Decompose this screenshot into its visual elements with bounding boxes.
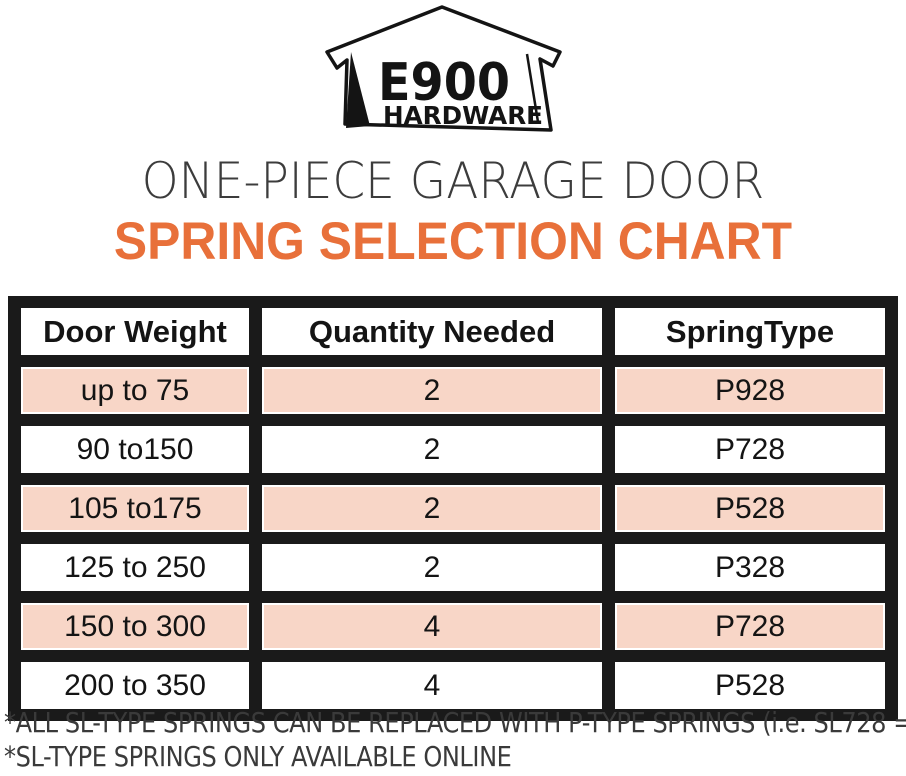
spring-type-cell: P528	[615, 662, 885, 709]
table-row: 90 to150 2 P728	[21, 426, 885, 473]
door-weight-cell: 125 to 250	[21, 544, 249, 591]
logo-brand-text: E900	[378, 53, 510, 113]
door-weight-cell: 150 to 300	[21, 603, 249, 650]
column-header-spring-type: SpringType	[615, 308, 885, 355]
house-outline	[325, 5, 562, 132]
page-title: ONE-PIECE GARAGE DOOR	[141, 152, 765, 210]
house-logo-icon: E900 HARDWARE	[325, 5, 562, 132]
footnote-availability: *SL-TYPE SPRINGS ONLY AVAILABLE ONLINE	[4, 740, 512, 773]
spring-type-cell: P928	[615, 367, 885, 414]
quantity-cell: 2	[262, 485, 602, 532]
spring-selection-table: Door Weight Quantity Needed SpringType u…	[8, 296, 898, 721]
quantity-cell: 2	[262, 426, 602, 473]
column-header-door-weight: Door Weight	[21, 308, 249, 355]
logo-tagline-text: HARDWARE	[383, 101, 543, 130]
door-weight-cell: 200 to 350	[21, 662, 249, 709]
door-weight-cell: 105 to175	[21, 485, 249, 532]
table-row: up to 75 2 P928	[21, 367, 885, 414]
spring-type-cell: P328	[615, 544, 885, 591]
spring-type-cell: P728	[615, 603, 885, 650]
door-panel-line	[525, 53, 540, 123]
spring-type-cell: P728	[615, 426, 885, 473]
footnote-replacement: *ALL SL-TYPE SPRINGS CAN BE REPLACED WIT…	[4, 706, 906, 739]
quantity-cell: 4	[262, 662, 602, 709]
spring-type-cell: P528	[615, 485, 885, 532]
page-subtitle: SPRING SELECTION CHART	[113, 212, 793, 271]
column-header-quantity-needed: Quantity Needed	[262, 308, 602, 355]
quantity-cell: 2	[262, 367, 602, 414]
quantity-cell: 2	[262, 544, 602, 591]
door-weight-cell: up to 75	[21, 367, 249, 414]
table-header-row: Door Weight Quantity Needed SpringType	[21, 308, 885, 355]
table-row: 200 to 350 4 P528	[21, 662, 885, 709]
e900-hardware-logo: E900 HARDWARE	[320, 2, 568, 144]
quantity-cell: 4	[262, 603, 602, 650]
table-row: 105 to175 2 P528	[21, 485, 885, 532]
door-panel-triangle	[346, 52, 370, 128]
door-weight-cell: 90 to150	[21, 426, 249, 473]
table-row: 150 to 300 4 P728	[21, 603, 885, 650]
table-row: 125 to 250 2 P328	[21, 544, 885, 591]
